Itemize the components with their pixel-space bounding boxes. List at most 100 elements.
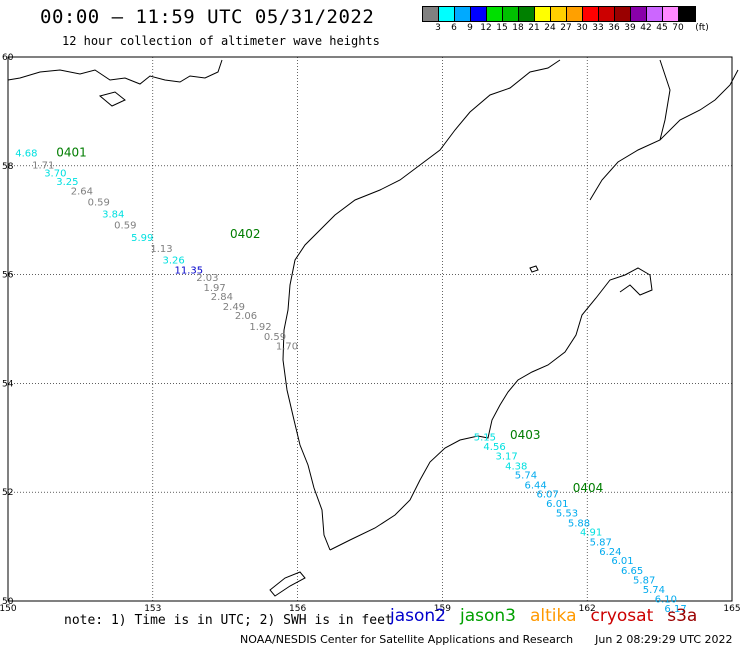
legend-swatch: [647, 7, 663, 21]
satellite-name: cryosat: [590, 606, 654, 626]
wave-height-value: 4.56: [483, 442, 505, 453]
credit-text: NOAA/NESDIS Center for Satellite Applica…: [240, 633, 574, 646]
wave-height-value: 6.07: [537, 490, 559, 501]
coastline: [7, 59, 739, 597]
legend-swatch: [679, 7, 695, 21]
map-title: 00:00 — 11:59 UTC 05/31/2022: [40, 6, 375, 28]
track-segment-id: 0402: [230, 227, 261, 241]
credit-line: NOAA/NESDIS Center for Satellite Applica…: [240, 633, 733, 646]
legend-swatch: [551, 7, 567, 21]
legend-label: 21: [528, 23, 540, 33]
longitude-label: 156: [289, 604, 306, 614]
wave-height-value: 5.15: [474, 433, 496, 444]
wave-height-value: 0.59: [114, 220, 136, 231]
coastline-north: [7, 59, 223, 85]
map-frame: [7, 56, 733, 602]
legend-swatch: [423, 7, 439, 21]
wave-height-value: 3.84: [102, 209, 124, 220]
track-segment-id: 0403: [510, 428, 541, 442]
wave-height-value: 4.91: [580, 528, 602, 539]
wave-height-value: 5.99: [131, 233, 153, 244]
longitude-label: 162: [579, 604, 596, 614]
satellite-name: jason2: [390, 606, 446, 626]
legend-labels: 3 6 9 12 15 18 21 24 27 30 33 36 39 42 45 70 (ft): [422, 23, 740, 35]
legend-swatch: [615, 7, 631, 21]
legend-swatch: [663, 7, 679, 21]
wave-height-value: 11.35: [175, 266, 204, 277]
wave-height-value: 5.87: [633, 576, 655, 587]
wave-height-value: 6.01: [546, 499, 568, 510]
wave-height-value: 1.97: [203, 283, 225, 294]
legend-label: 24: [544, 23, 556, 33]
legend-swatch: [471, 7, 487, 21]
wave-height-value: 1.92: [249, 322, 271, 333]
legend-swatch: [583, 7, 599, 21]
legend-label: 12: [480, 23, 492, 33]
longitude-label: 165: [723, 604, 740, 614]
wave-height-value: 2.64: [71, 187, 93, 198]
wave-height-value: 2.49: [223, 302, 245, 313]
legend-unit: (ft): [695, 23, 709, 33]
wave-height-value: 5.87: [590, 538, 612, 549]
wave-height-value: 1.70: [276, 342, 298, 353]
wave-height-value: 4.38: [505, 461, 527, 472]
legend-label: 9: [467, 23, 473, 33]
wave-height-value: 4.68: [15, 149, 37, 160]
satellite-name: s3a: [667, 606, 698, 626]
track-segment-labels: 0401 0402 0403 0404: [56, 146, 603, 496]
legend-swatch: [455, 7, 471, 21]
wave-height-value: 3.17: [495, 452, 517, 463]
coastline-kamchatka-east: [589, 69, 739, 201]
satellite-legend: jason2 jason3 altika cryosat s3a: [390, 606, 711, 626]
satellite-name: jason3: [460, 606, 516, 626]
wave-height-value: 5.74: [643, 585, 665, 596]
coastline-penzhina: [659, 59, 671, 141]
island-kuril: [269, 571, 306, 597]
wave-height-value: 1.13: [150, 244, 172, 255]
legend-swatch: [519, 7, 535, 21]
legend-swatch: [631, 7, 647, 21]
legend-swatch: [567, 7, 583, 21]
legend-swatch: [599, 7, 615, 21]
wave-height-value: 0.59: [264, 332, 286, 343]
legend-swatch: [535, 7, 551, 21]
wave-height-value: 2.03: [196, 273, 218, 284]
wave-height-value: 5.53: [556, 509, 578, 520]
wave-height-value: 3.70: [44, 169, 66, 180]
wave-height-value: 6.44: [524, 480, 546, 491]
wave-height-value: 3.25: [56, 177, 78, 188]
legend-label: 15: [496, 23, 508, 33]
wave-height-value: 6.24: [599, 547, 621, 558]
track-segment-id: 0404: [573, 481, 604, 495]
legend-label: 6: [451, 23, 457, 33]
wave-height-value: 6.17: [664, 604, 686, 615]
wave-height-value: 5.74: [515, 471, 537, 482]
legend-label: 45: [656, 23, 668, 33]
island-small: [529, 265, 539, 273]
longitude-label: 150: [0, 604, 17, 614]
wave-height-color-legend: [422, 6, 696, 22]
legend-label: 3: [435, 23, 441, 33]
wave-height-value: 2.06: [235, 311, 257, 322]
legend-label: 33: [592, 23, 604, 33]
wave-height-value: 2.84: [211, 292, 233, 303]
wave-height-labels: 4.681.713.703.252.640.593.840.595.991.13…: [15, 149, 686, 615]
wave-height-value: 6.65: [621, 566, 643, 577]
legend-label: 70: [672, 23, 684, 33]
legend-label: 27: [560, 23, 572, 33]
wave-height-value: 3.26: [162, 256, 184, 267]
legend-swatch: [487, 7, 503, 21]
island-taui: [98, 91, 126, 107]
wave-height-value: 6.01: [611, 556, 633, 567]
wave-height-value: 0.59: [88, 198, 110, 209]
legend-label: 30: [576, 23, 588, 33]
legend-swatch: [503, 7, 519, 21]
timestamp: Jun 2 08:29:29 UTC 2022: [595, 633, 733, 646]
legend-label: 39: [624, 23, 636, 33]
map-subtitle: 12 hour collection of altimeter wave hei…: [62, 34, 380, 48]
satellite-name: altika: [530, 606, 577, 626]
wave-height-value: 1.71: [32, 161, 54, 172]
longitude-label: 159: [434, 604, 451, 614]
legend-swatch: [439, 7, 455, 21]
